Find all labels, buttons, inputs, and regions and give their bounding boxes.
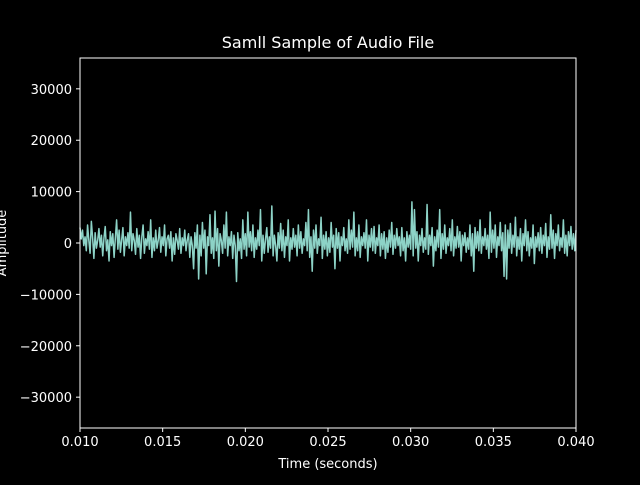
x-tick-label: 0.015 [144,435,181,450]
y-tick-label: 30000 [31,83,72,98]
x-tick-label: 0.030 [392,435,429,450]
y-axis-label: Amplitude [0,210,10,277]
series-line-0 [79,201,577,283]
y-tick-label: 20000 [31,134,72,149]
y-tick-label: −20000 [20,340,72,355]
x-axis-label: Time (seconds) [277,457,377,472]
y-tick-label: −30000 [20,391,72,406]
x-tick-label: 0.035 [475,435,512,450]
x-tick-label: 0.010 [61,435,98,450]
plot-area [79,201,577,283]
y-tick-label: 10000 [31,186,72,201]
y-tick-label: −10000 [20,288,72,303]
y-axis: 30000 20000 10000 0 −10000 −20000 −30000 [20,83,80,406]
chart-title: Samll Sample of Audio File [222,33,434,52]
x-tick-label: 0.025 [309,435,346,450]
x-tick-label: 0.040 [557,435,594,450]
y-tick-label: 0 [64,237,72,252]
x-axis: 0.010 0.015 0.020 0.025 0.030 0.035 0.040 [61,428,595,450]
x-tick-label: 0.020 [227,435,264,450]
